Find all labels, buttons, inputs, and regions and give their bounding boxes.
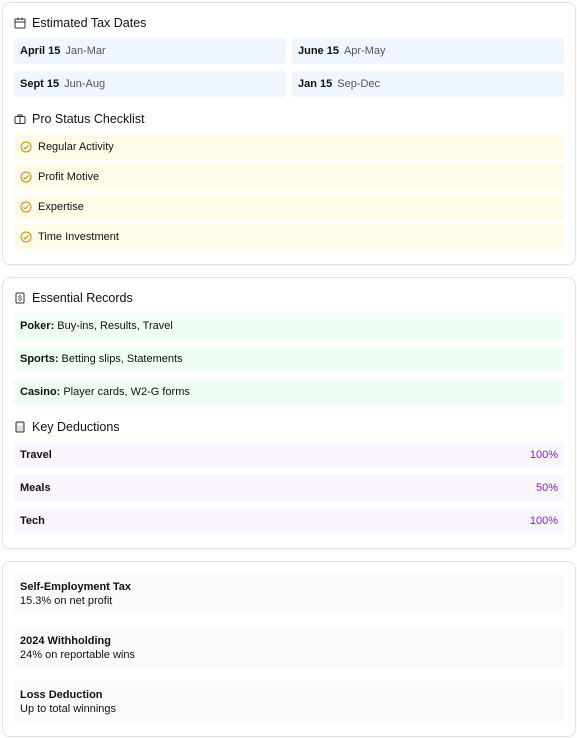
briefcase-icon	[14, 114, 26, 124]
date-box: April 15 Jan-Mar	[14, 38, 286, 64]
check-icon	[20, 171, 32, 183]
check-icon	[20, 201, 32, 213]
deduction-value: 50%	[535, 482, 558, 494]
svg-text:$: $	[18, 296, 22, 303]
date-box: Sept 15 Jun-Aug	[14, 71, 286, 97]
title-text: Estimated Tax Dates	[32, 16, 147, 30]
note-title: Self-Employment Tax	[20, 580, 132, 593]
deduction-row: Tech 100%	[14, 508, 564, 534]
deduction-label: Meals	[20, 482, 51, 494]
check-item: Regular Activity	[14, 134, 564, 160]
check-text: Expertise	[38, 201, 84, 213]
record-list: Poker: Buy-ins, Results, Travel Sports: Bet…	[14, 313, 564, 405]
section-title: Key Deductions	[14, 418, 564, 436]
date: April 15	[20, 45, 61, 57]
note-box: Loss Deduction Up to total winnings	[14, 681, 564, 722]
section-title: Pro Status Checklist	[14, 110, 564, 128]
period: Jun-Aug	[64, 78, 106, 90]
deduction-label: Tech	[20, 515, 45, 527]
note-text: Up to total winnings	[20, 702, 116, 715]
date-box: Jan 15 Sep-Dec	[292, 71, 564, 97]
checklist: Regular Activity Profit Motive Expertise Ti…	[14, 134, 564, 250]
title-text: Essential Records	[32, 291, 133, 305]
record-text: Betting slips, Statements	[61, 353, 183, 365]
record-box: Poker: Buy-ins, Results, Travel	[14, 313, 564, 339]
check-item: Expertise	[14, 194, 564, 220]
doc-icon: $	[15, 292, 25, 304]
check-icon	[20, 231, 32, 243]
date-grid: April 15 Jan-Mar June 15 Apr-May Sept 15 Jun-…	[14, 38, 564, 97]
check-text: Time Investment	[38, 231, 119, 243]
check-text: Profit Motive	[38, 171, 100, 183]
period: Sep-Dec	[337, 78, 381, 90]
card: $ Essential Records Poker: Buy-ins, Resul…	[2, 277, 576, 549]
record-box: Sports: Betting slips, Statements	[14, 346, 564, 372]
title-text: Pro Status Checklist	[32, 112, 145, 126]
deduction-value: 100%	[529, 449, 558, 461]
period: Apr-May	[343, 45, 386, 57]
record-box: Casino: Player cards, W2-G forms	[14, 379, 564, 405]
section-title: Estimated Tax Dates	[14, 14, 564, 32]
date-box: June 15 Apr-May	[292, 38, 564, 64]
card: Self-Employment Tax 15.3% on net profit 20…	[2, 561, 576, 737]
check-item: Time Investment	[14, 224, 564, 250]
deduction-list: Travel 100% Meals 50% Tech 100%	[14, 442, 564, 534]
deduction-row: Meals 50%	[14, 475, 564, 501]
record-label: Casino:	[20, 386, 61, 398]
record-label: Sports:	[20, 353, 59, 365]
title-text: Key Deductions	[32, 420, 120, 434]
note-text: 24% on reportable wins	[20, 648, 135, 661]
note-text: 15.3% on net profit	[20, 594, 113, 607]
note-title: 2024 Withholding	[20, 634, 111, 647]
section-title: $ Essential Records	[14, 289, 564, 307]
note-list: Self-Employment Tax 15.3% on net profit 20…	[14, 573, 564, 722]
note-box: 2024 Withholding 24% on reportable wins	[14, 627, 564, 668]
date: Jan 15	[298, 78, 333, 90]
deduction-value: 100%	[529, 515, 558, 527]
note-box: Self-Employment Tax 15.3% on net profit	[14, 573, 564, 614]
check-text: Regular Activity	[38, 141, 114, 153]
deduction-row: Travel 100%	[14, 442, 564, 468]
deduction-label: Travel	[20, 449, 52, 461]
date: June 15	[298, 45, 339, 57]
check-icon	[20, 141, 32, 153]
check-item: Profit Motive	[14, 164, 564, 190]
calculator-icon	[15, 421, 25, 433]
card: Estimated Tax Dates April 15 Jan-Mar June …	[2, 2, 576, 265]
record-text: Player cards, W2-G forms	[63, 386, 190, 398]
note-title: Loss Deduction	[20, 688, 103, 701]
period: Jan-Mar	[65, 45, 106, 57]
record-label: Poker:	[20, 320, 55, 332]
record-text: Buy-ins, Results, Travel	[57, 320, 173, 332]
date: Sept 15	[20, 78, 60, 90]
calendar-icon	[14, 17, 26, 29]
